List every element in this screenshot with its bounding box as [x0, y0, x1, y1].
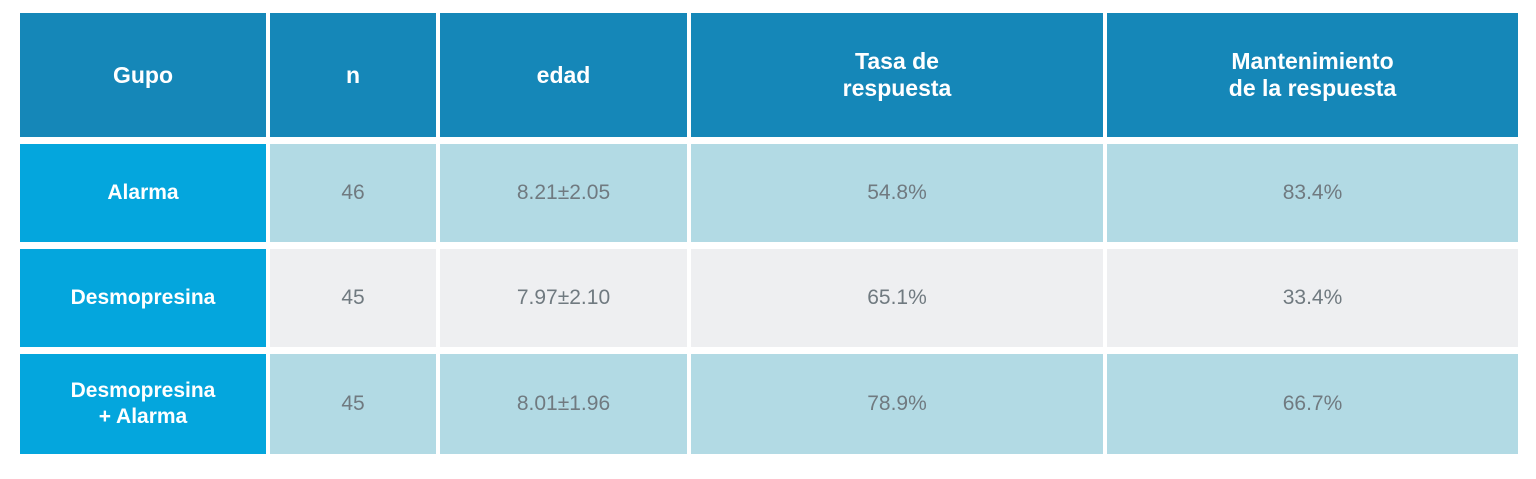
row-edad-value: 8.21±2.05 [440, 144, 687, 242]
row-tasa-value: 54.8% [691, 144, 1103, 242]
row-n-value: 45 [270, 354, 436, 454]
row-mantenimiento-value: 66.7% [1107, 354, 1518, 454]
row-tasa-value: 65.1% [691, 249, 1103, 347]
row-edad-value: 8.01±1.96 [440, 354, 687, 454]
header-n: n [270, 13, 436, 137]
row-n-value: 45 [270, 249, 436, 347]
header-mantenimiento-respuesta: Mantenimiento de la respuesta [1107, 13, 1518, 137]
row-mantenimiento-value: 33.4% [1107, 249, 1518, 347]
row-tasa-value: 78.9% [691, 354, 1103, 454]
header-edad: edad [440, 13, 687, 137]
row-mantenimiento-value: 83.4% [1107, 144, 1518, 242]
row-group-label: Desmopresina [20, 249, 266, 347]
row-edad-value: 7.97±2.10 [440, 249, 687, 347]
row-group-label: Desmopresina + Alarma [20, 354, 266, 454]
row-n-value: 46 [270, 144, 436, 242]
header-group: Gupo [20, 13, 266, 137]
row-group-label: Alarma [20, 144, 266, 242]
results-table: Gupo n edad Tasa de respuesta Mantenimie… [20, 13, 1518, 454]
header-tasa-respuesta: Tasa de respuesta [691, 13, 1103, 137]
